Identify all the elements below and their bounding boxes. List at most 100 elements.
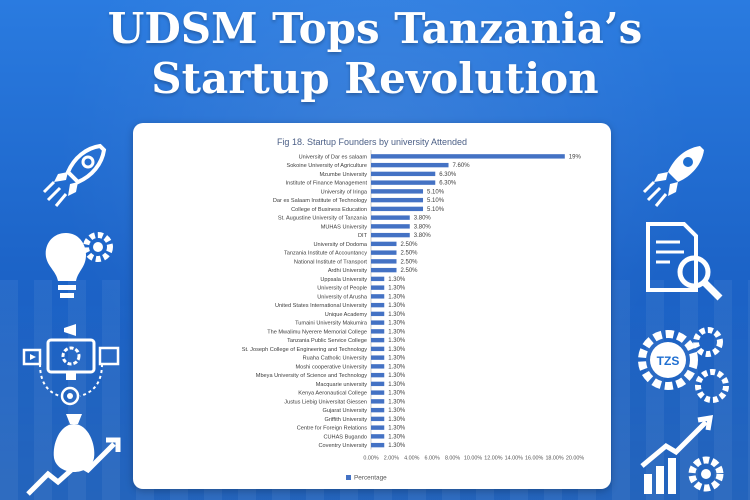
- category-label: Dar es Salaam Institute of Technology: [273, 198, 367, 204]
- data-label: 1.30%: [388, 373, 406, 379]
- category-label: Moshi cooperative University: [295, 364, 367, 370]
- bar: [371, 302, 385, 308]
- bar: [371, 162, 449, 168]
- tzs-gears-icon: TZS: [638, 327, 729, 403]
- bar: [371, 416, 385, 422]
- bar-chart: University of Dar es salaam 19% Sokoine Un…: [242, 150, 584, 482]
- data-label: 1.30%: [388, 399, 406, 405]
- x-tick-label: 10.00%: [464, 456, 482, 462]
- rocket-icon: [642, 146, 704, 207]
- data-label: 1.30%: [388, 338, 406, 344]
- data-label: 1.30%: [388, 356, 406, 362]
- data-label: 6.30%: [439, 181, 457, 187]
- bar: [371, 407, 385, 413]
- data-label: 3.80%: [414, 216, 432, 222]
- x-tick-label: 0.00%: [363, 456, 378, 462]
- category-label: United States International University: [275, 303, 367, 309]
- x-tick-label: 8.00%: [445, 456, 460, 462]
- bar: [371, 329, 385, 334]
- chart-title: Fig 18. Startup Founders by university A…: [276, 137, 468, 147]
- data-label: 7.60%: [453, 163, 471, 169]
- tzs-label: TZS: [657, 354, 680, 368]
- category-label: Griffith University: [325, 417, 368, 423]
- data-label: 1.30%: [388, 382, 406, 388]
- data-label: 5.10%: [427, 198, 445, 204]
- bar: [371, 364, 385, 369]
- bar: [371, 276, 385, 282]
- category-label: University of Dodoma: [314, 242, 368, 248]
- bar: [371, 154, 565, 159]
- category-label: Kenya Aeronautical College: [298, 391, 367, 397]
- bar: [371, 434, 385, 439]
- data-label: 1.30%: [388, 443, 406, 449]
- x-tick-label: 20.00%: [566, 456, 584, 462]
- x-tick-label: 6.00%: [425, 456, 440, 462]
- category-label: University of Arusha: [317, 294, 368, 300]
- legend-swatch: [346, 475, 351, 480]
- category-label: University of Dar es salaam: [299, 154, 368, 160]
- category-label: Tumaini University Makumira: [295, 321, 368, 327]
- data-label: 1.30%: [388, 434, 406, 440]
- data-label: 1.30%: [388, 408, 406, 414]
- bar: [371, 259, 397, 264]
- bar: [371, 294, 385, 299]
- category-label: Mzumbe University: [319, 172, 367, 178]
- data-label: 1.30%: [388, 347, 406, 353]
- category-label: St. Joseph College of Engineering and Te…: [242, 347, 367, 353]
- category-label: Tanzania Public Service College: [287, 338, 367, 344]
- bar: [371, 250, 397, 255]
- bar: [371, 399, 385, 404]
- bar: [371, 267, 397, 273]
- category-label: College of Business Education: [291, 207, 367, 213]
- category-label: Coventry University: [319, 443, 368, 449]
- bar: [371, 285, 385, 290]
- data-label: 2.50%: [401, 251, 419, 257]
- category-label: Tanzania Institute of Accountancy: [284, 251, 367, 257]
- bar: [371, 442, 385, 448]
- bar: [371, 215, 410, 220]
- data-label: 1.30%: [388, 426, 406, 432]
- data-label: 1.30%: [388, 277, 406, 283]
- bar: [371, 311, 385, 317]
- data-label: 6.30%: [439, 172, 457, 178]
- data-label: 1.30%: [388, 312, 406, 318]
- data-label: 2.50%: [401, 259, 419, 265]
- data-label: 5.10%: [427, 189, 445, 195]
- category-label: University of Iringa: [321, 189, 368, 195]
- data-label: 1.30%: [388, 364, 406, 370]
- x-tick-label: 14.00%: [505, 456, 523, 462]
- data-label: 1.30%: [388, 391, 406, 397]
- category-label: MUHAS University: [321, 224, 368, 230]
- lightbulb-gear-icon: [45, 232, 113, 298]
- bar: [371, 372, 385, 378]
- bar: [371, 232, 410, 238]
- data-label: 5.10%: [427, 207, 445, 213]
- bar: [371, 425, 385, 430]
- category-label: Gujarat University: [323, 408, 368, 414]
- category-label: Ardhi University: [328, 268, 367, 274]
- bar: [371, 337, 385, 343]
- category-label: Institute of Finance Management: [286, 181, 368, 187]
- category-label: Justus Liebig Universitat Giessen: [284, 399, 367, 405]
- category-label: DIT: [358, 233, 368, 239]
- category-label: Sokoine University of Agriculture: [286, 163, 367, 169]
- headline: UDSM Tops Tanzania’s Startup Revolution: [0, 4, 750, 104]
- data-label: 1.30%: [388, 417, 406, 423]
- category-label: Centre for Foreign Relations: [297, 426, 367, 432]
- category-label: Macquarie university: [316, 382, 368, 388]
- digital-marketing-icon: [22, 324, 120, 406]
- bar: [371, 197, 424, 203]
- x-tick-label: 16.00%: [525, 456, 543, 462]
- bar: [371, 241, 397, 247]
- category-label: Ruaha Catholic University: [303, 356, 368, 362]
- data-label: 1.30%: [388, 321, 406, 327]
- money-bag-growth-icon: [26, 414, 121, 496]
- data-label: 2.50%: [401, 268, 419, 274]
- bar: [371, 355, 385, 360]
- category-label: University of People: [317, 286, 367, 292]
- category-label: CUHAS Bugando: [323, 434, 367, 440]
- category-label: Mbeya University of Science and Technolo…: [256, 373, 367, 379]
- data-label: 19%: [569, 154, 582, 160]
- x-tick-label: 12.00%: [484, 456, 502, 462]
- data-label: 1.30%: [388, 286, 406, 292]
